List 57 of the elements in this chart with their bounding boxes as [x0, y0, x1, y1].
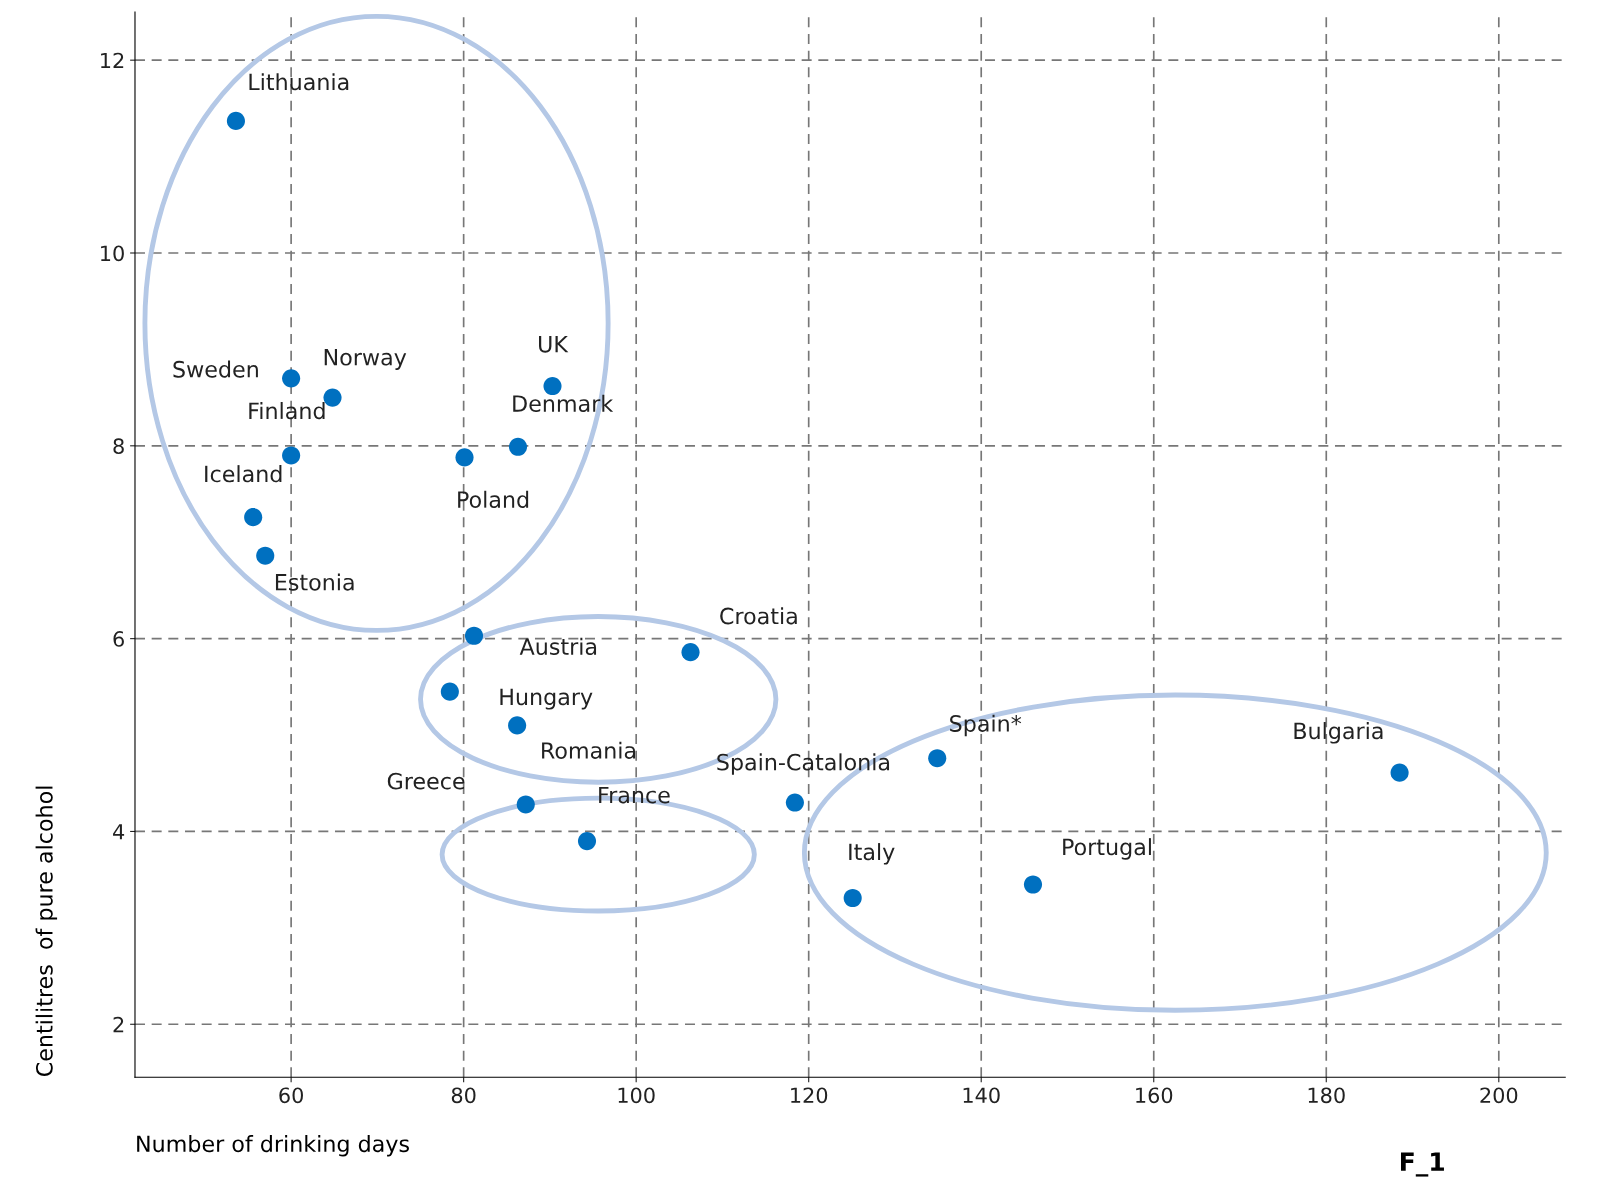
- point: [226, 111, 245, 130]
- x-tick-label: 100: [618, 1087, 655, 1104]
- annotation: Spain-Catalonia: [717, 753, 890, 775]
- point: [508, 716, 527, 735]
- annotation: Austria: [519, 637, 597, 655]
- annotation: UK: [539, 336, 569, 353]
- point: [282, 446, 301, 465]
- annotation: Norway: [324, 349, 407, 370]
- annotation: Greece: [387, 772, 465, 790]
- point: [928, 749, 947, 768]
- point: [1023, 875, 1043, 894]
- y-tick-label: 2: [113, 1016, 124, 1033]
- x-axis-title: Number of drinking days: [137, 1134, 409, 1157]
- x-tick-label: 200: [1480, 1087, 1518, 1104]
- y-tick-label: 12: [101, 52, 124, 69]
- y-tick-label: 4: [113, 824, 125, 840]
- point: [508, 437, 528, 456]
- point: [516, 795, 535, 814]
- annotation: Poland: [458, 490, 529, 508]
- point: [323, 388, 342, 407]
- annotation: Hungary: [500, 688, 593, 710]
- point: [843, 888, 862, 908]
- x-tick-label: 60: [279, 1087, 303, 1104]
- annotation: France: [599, 786, 670, 804]
- point: [244, 508, 263, 527]
- point: [282, 369, 301, 388]
- x-tick-label: 160: [1136, 1087, 1173, 1104]
- annotation: Croatia: [720, 607, 797, 625]
- annotation: Denmark: [513, 394, 614, 412]
- x-tick-label: 140: [963, 1087, 1000, 1104]
- x-tick-label: 80: [451, 1087, 476, 1104]
- point: [785, 793, 804, 812]
- x-tick-label: 180: [1308, 1087, 1345, 1104]
- point: [543, 376, 562, 396]
- annotation: Spain*: [950, 714, 1022, 737]
- annotation: Iceland: [205, 465, 282, 483]
- annotation: Portugal: [1063, 838, 1151, 860]
- point: [455, 448, 474, 467]
- y-axis-title: Centilitres of pure alcohol: [35, 786, 58, 1077]
- point: [440, 682, 459, 701]
- annotation: Sweden: [173, 360, 258, 378]
- y-tick-label: 6: [113, 631, 124, 647]
- point: [256, 546, 275, 565]
- annotation: Italy: [849, 843, 895, 865]
- point: [464, 626, 484, 645]
- x-tick-label: 120: [791, 1087, 828, 1104]
- y-tick-label: 10: [101, 245, 124, 262]
- point: [681, 643, 700, 662]
- point: [1390, 763, 1409, 782]
- annotation: Lithuania: [249, 73, 349, 91]
- y-tick-label: 8: [113, 438, 124, 455]
- annotation: Finland: [249, 401, 325, 420]
- point: [577, 832, 597, 851]
- annotation: Estonia: [275, 573, 354, 591]
- annotation: Romania: [542, 741, 636, 759]
- text: F_1: [1401, 1152, 1444, 1177]
- annotation: Bulgaria: [1294, 722, 1383, 744]
